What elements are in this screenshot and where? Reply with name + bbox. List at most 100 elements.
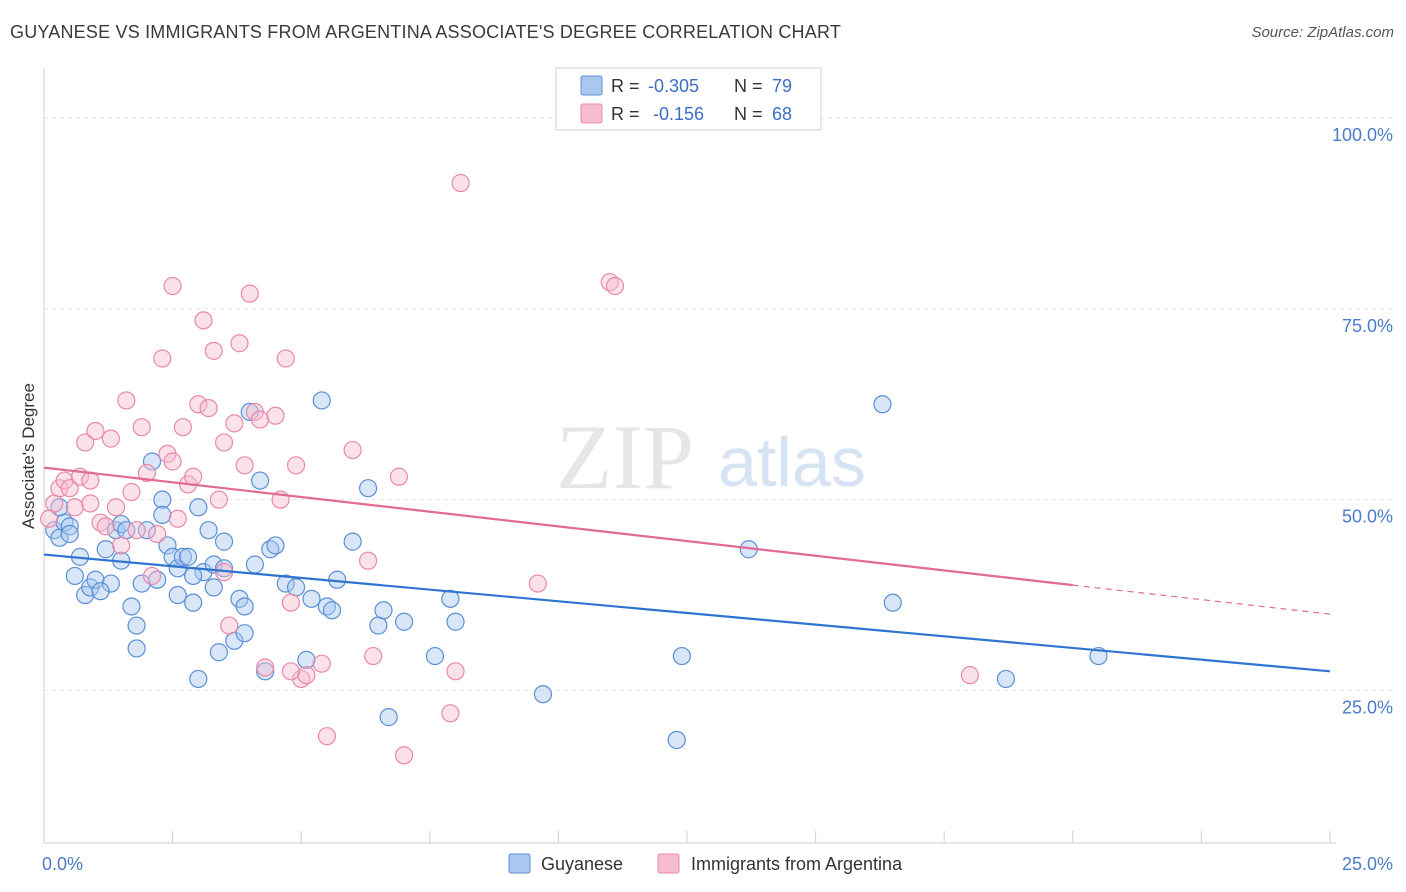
stats-n-value-2: 68 <box>772 104 792 124</box>
guyanese-point-65 <box>446 612 465 631</box>
trend-lines <box>43 466 1331 673</box>
argentina-point-54 <box>364 646 383 666</box>
argentina-point-55 <box>389 467 409 486</box>
guyanese-point-59 <box>369 616 388 635</box>
stats-n-label-2: N = <box>734 104 763 124</box>
stats-n-value-1: 79 <box>772 76 792 96</box>
guyanese-point-27 <box>173 547 192 566</box>
argentina-point-16 <box>127 521 146 540</box>
argentina-point-43 <box>266 406 285 425</box>
guyanese-point-64 <box>441 589 460 608</box>
argentina-point-17 <box>132 418 151 437</box>
argentina-point-32 <box>209 490 228 509</box>
guyanese-point-28 <box>178 547 198 566</box>
stats-swatch-guyanese <box>580 75 603 96</box>
guyanese-point-14 <box>122 597 141 616</box>
guyanese-point-22 <box>153 505 172 525</box>
argentina-point-42 <box>256 658 275 677</box>
guyanese-point-42 <box>235 597 254 616</box>
argentina-point-20 <box>153 349 172 368</box>
x-tick-marks <box>43 831 1331 843</box>
guyanese-point-15 <box>127 616 146 635</box>
argentina-point-47 <box>286 456 306 475</box>
argentina-point-10 <box>96 517 115 536</box>
y-tick-label-2: 75.0% <box>1342 316 1393 336</box>
guyanese-point-75 <box>60 524 79 544</box>
watermark: ZIP atlas <box>556 406 866 508</box>
guyanese-point-66 <box>533 685 553 704</box>
argentina-point-62 <box>605 276 625 296</box>
argentina-point-23 <box>163 276 182 296</box>
argentina-point-64 <box>40 509 59 528</box>
guyanese-point-50 <box>286 578 306 597</box>
argentina-point-36 <box>225 414 244 433</box>
guyanese-point-71 <box>883 593 902 612</box>
argentina-point-35 <box>220 616 239 635</box>
argentina-point-56 <box>394 746 414 765</box>
y-tick-label-1: 50.0% <box>1342 507 1393 527</box>
guyanese-point-10 <box>101 574 120 593</box>
argentina-point-3 <box>60 479 79 498</box>
guyanese-point-18 <box>137 521 156 540</box>
trend-line-argentina-extension <box>1072 584 1331 615</box>
watermark-atlas: atlas <box>718 423 866 501</box>
stats-legend: R = -0.305 N = 79 R = -0.156 N = 68 <box>555 67 822 131</box>
guyanese-point-78 <box>184 566 203 586</box>
argentina-point-53 <box>358 551 378 570</box>
stats-r-value-2: -0.156 <box>653 104 704 124</box>
guyanese-point-57 <box>343 532 362 551</box>
y-tick-labels: 25.0% 50.0% 75.0% 100.0% <box>1332 125 1393 717</box>
guyanese-point-58 <box>358 479 378 498</box>
x-tick-label-0: 0.0% <box>42 854 83 874</box>
guyanese-point-36 <box>209 643 228 662</box>
guyanese-point-76 <box>91 582 110 601</box>
argentina-point-33 <box>214 433 234 452</box>
guyanese-point-19 <box>142 452 162 471</box>
argentina-point-38 <box>235 456 254 475</box>
trend-line-guyanese <box>43 553 1331 673</box>
gridlines <box>44 117 1392 691</box>
argentina-point-39 <box>240 284 259 303</box>
x-tick-labels: 0.0% 25.0% <box>42 854 1393 874</box>
stats-n-label-1: N = <box>734 76 763 96</box>
argentina-point-4 <box>65 498 84 517</box>
guyanese-point-3 <box>60 517 79 536</box>
y-axis-label: Associate's Degree <box>19 383 38 529</box>
stats-r-label-1: R = <box>611 76 640 96</box>
guyanese-point-30 <box>189 498 208 517</box>
argentina-point-30 <box>199 398 218 418</box>
argentina-point-8 <box>86 421 105 441</box>
guyanese-point-34 <box>204 578 223 597</box>
guyanese-point-37 <box>214 559 234 578</box>
guyanese-point-60 <box>374 601 393 620</box>
argentina-point-14 <box>117 391 136 410</box>
argentina-point-60 <box>528 574 547 593</box>
argentina-point-6 <box>76 433 95 452</box>
argentina-point-19 <box>148 524 167 544</box>
y-tick-label-3: 100.0% <box>1332 125 1393 145</box>
argentina-point-13 <box>112 536 131 555</box>
guyanese-point-9 <box>96 540 115 559</box>
guyanese-point-44 <box>245 555 265 574</box>
guyanese-point-62 <box>394 612 414 631</box>
trend-line-argentina <box>43 466 1073 587</box>
argentina-point-45 <box>276 349 295 368</box>
argentina-point-41 <box>250 410 270 429</box>
guyanese-point-53 <box>312 391 331 410</box>
guyanese-point-8 <box>86 570 105 589</box>
argentina-point-57 <box>441 704 460 723</box>
guyanese-point-41 <box>235 624 254 643</box>
legend-label-guyanese: Guyanese <box>541 854 623 874</box>
stats-swatch-argentina <box>580 103 603 124</box>
argentina-point-37 <box>230 334 249 353</box>
argentina-point-67 <box>281 662 301 681</box>
guyanese-point-72 <box>996 669 1016 689</box>
guyanese-point-23 <box>158 536 177 555</box>
guyanese-point-31 <box>189 669 208 689</box>
guyanese-point-49 <box>276 574 295 593</box>
guyanese-point-61 <box>379 708 398 727</box>
argentina-point-58 <box>446 662 465 681</box>
argentina-point-31 <box>204 341 223 360</box>
guyanese-point-67 <box>667 730 686 750</box>
argentina-point-51 <box>317 727 337 746</box>
